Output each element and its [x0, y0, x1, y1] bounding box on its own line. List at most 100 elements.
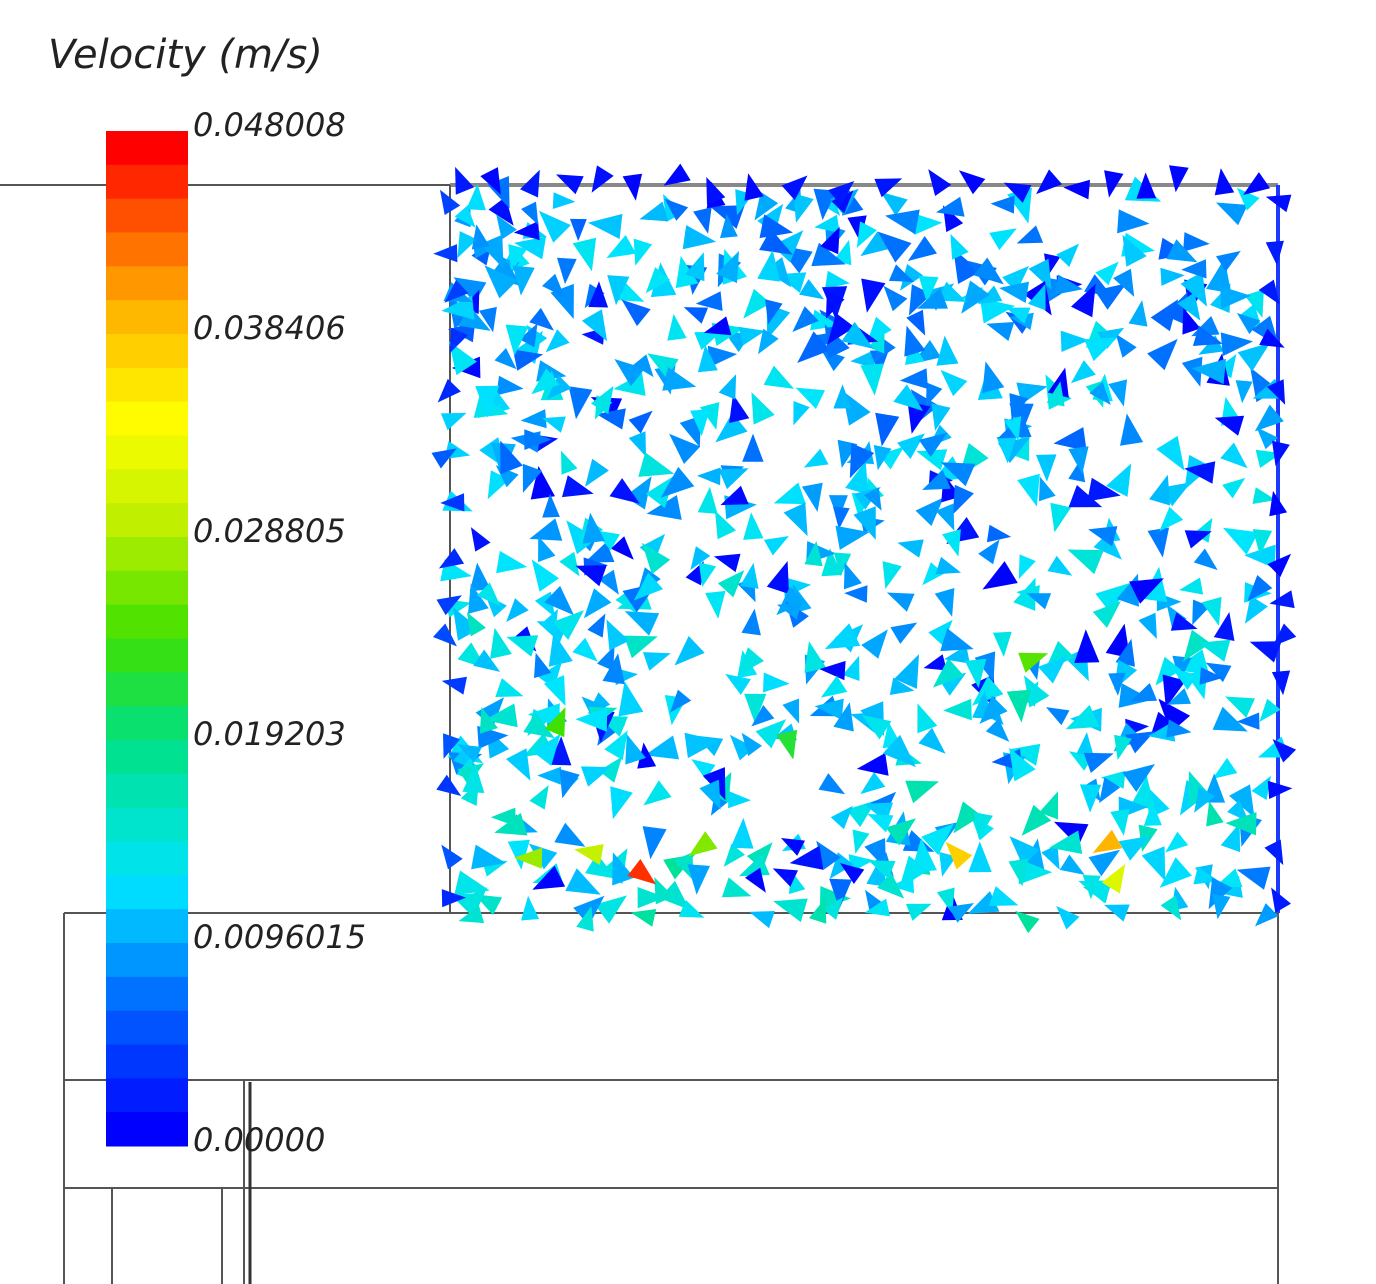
velocity-arrow [1101, 864, 1126, 894]
velocity-arrow [1267, 553, 1292, 578]
colorbar-tick-label: 0.0096015 [193, 918, 366, 956]
velocity-arrow [1095, 583, 1130, 614]
velocity-arrow [1113, 268, 1135, 297]
velocity-arrow [494, 348, 517, 370]
velocity-arrow [1068, 485, 1103, 508]
velocity-arrow [1254, 404, 1284, 432]
velocity-arrow [549, 736, 572, 766]
velocity-arrow [547, 374, 572, 400]
velocity-arrow [928, 619, 953, 646]
velocity-arrow [1269, 590, 1295, 609]
velocity-arrow [618, 681, 644, 717]
velocity-arrow [916, 449, 948, 471]
velocity-arrow [825, 292, 845, 319]
velocity-arrow [715, 510, 736, 540]
velocity-arrow [1243, 172, 1271, 195]
velocity-arrow [471, 844, 506, 870]
colorbar-band [106, 807, 188, 842]
velocity-arrow [505, 324, 529, 356]
velocity-arrow [444, 279, 469, 303]
velocity-arrow [904, 325, 926, 357]
velocity-arrow [940, 462, 976, 487]
velocity-arrow [751, 705, 775, 727]
velocity-arrow [1220, 823, 1241, 853]
velocity-arrow [466, 612, 486, 637]
velocity-arrow [1130, 775, 1155, 810]
velocity-arrow [496, 214, 517, 240]
velocity-arrow [462, 763, 485, 793]
velocity-arrow [1166, 239, 1198, 263]
velocity-arrow [1122, 234, 1147, 267]
velocity-arrow [1235, 380, 1253, 404]
velocity-arrow [772, 868, 798, 887]
velocity-arrow [1181, 356, 1203, 387]
velocity-arrow [948, 903, 974, 923]
colorbar-band [106, 943, 188, 978]
velocity-arrow [700, 402, 720, 430]
velocity-arrow [697, 345, 718, 373]
velocity-arrow [1201, 596, 1222, 626]
velocity-arrow [542, 416, 566, 433]
velocity-arrow [1003, 182, 1032, 203]
velocity-arrow [1087, 477, 1121, 502]
velocity-arrow [543, 675, 566, 706]
colorbar-bands [106, 131, 188, 1147]
velocity-arrow [554, 822, 586, 847]
velocity-arrow [1024, 675, 1050, 708]
velocity-arrow [670, 689, 692, 713]
velocity-arrow [633, 238, 653, 266]
velocity-arrow [1056, 243, 1080, 267]
colorbar-band [106, 604, 188, 639]
velocity-arrow [729, 734, 755, 761]
velocity-arrow [585, 458, 609, 487]
velocity-arrow [973, 812, 993, 840]
velocity-arrow [745, 867, 766, 893]
velocity-arrow [1159, 506, 1184, 532]
velocity-arrow [1039, 791, 1058, 820]
velocity-arrow [979, 695, 1008, 724]
velocity-arrow [622, 173, 643, 201]
velocity-arrow [1177, 292, 1201, 321]
velocity-arrow [703, 316, 732, 336]
velocity-arrow [883, 285, 908, 312]
velocity-arrow [905, 780, 939, 804]
velocity-arrow [1143, 801, 1162, 826]
velocity-arrow [885, 209, 920, 235]
velocity-arrow [604, 730, 628, 761]
velocity-arrow [1194, 786, 1216, 813]
velocity-arrow [910, 389, 939, 421]
colorbar-tick-label: 0.019203 [193, 715, 346, 753]
velocity-arrow [1130, 683, 1158, 702]
velocity-arrow [471, 224, 490, 250]
velocity-arrow [1120, 413, 1144, 446]
velocity-arrow [1258, 279, 1280, 305]
velocity-arrow [568, 386, 593, 420]
velocity-arrow [1125, 731, 1155, 754]
velocity-arrow [844, 585, 868, 603]
colorbar-band [106, 232, 188, 267]
velocity-arrow [699, 779, 721, 810]
velocity-arrow [441, 844, 463, 870]
velocity-arrow [820, 349, 845, 372]
velocity-arrow [588, 281, 609, 308]
velocity-arrow [861, 629, 888, 659]
velocity-arrow [820, 675, 848, 698]
velocity-arrow [1236, 712, 1260, 730]
velocity-arrow [507, 839, 530, 870]
velocity-arrow [1039, 476, 1056, 502]
velocity-arrow [506, 598, 529, 622]
velocity-arrow [585, 853, 617, 879]
velocity-arrow [490, 807, 516, 827]
velocity-arrow [953, 248, 981, 284]
velocity-arrow [630, 909, 657, 927]
velocity-arrow [683, 307, 709, 324]
velocity-arrow [825, 270, 850, 289]
velocity-arrow [687, 864, 710, 895]
velocity-arrow [1009, 743, 1041, 766]
velocity-arrow [741, 608, 761, 636]
velocity-arrow [660, 466, 695, 498]
velocity-arrow [936, 196, 965, 217]
velocity-arrow [637, 742, 657, 769]
velocity-arrow [591, 165, 614, 193]
colorbar-band [106, 1044, 188, 1079]
